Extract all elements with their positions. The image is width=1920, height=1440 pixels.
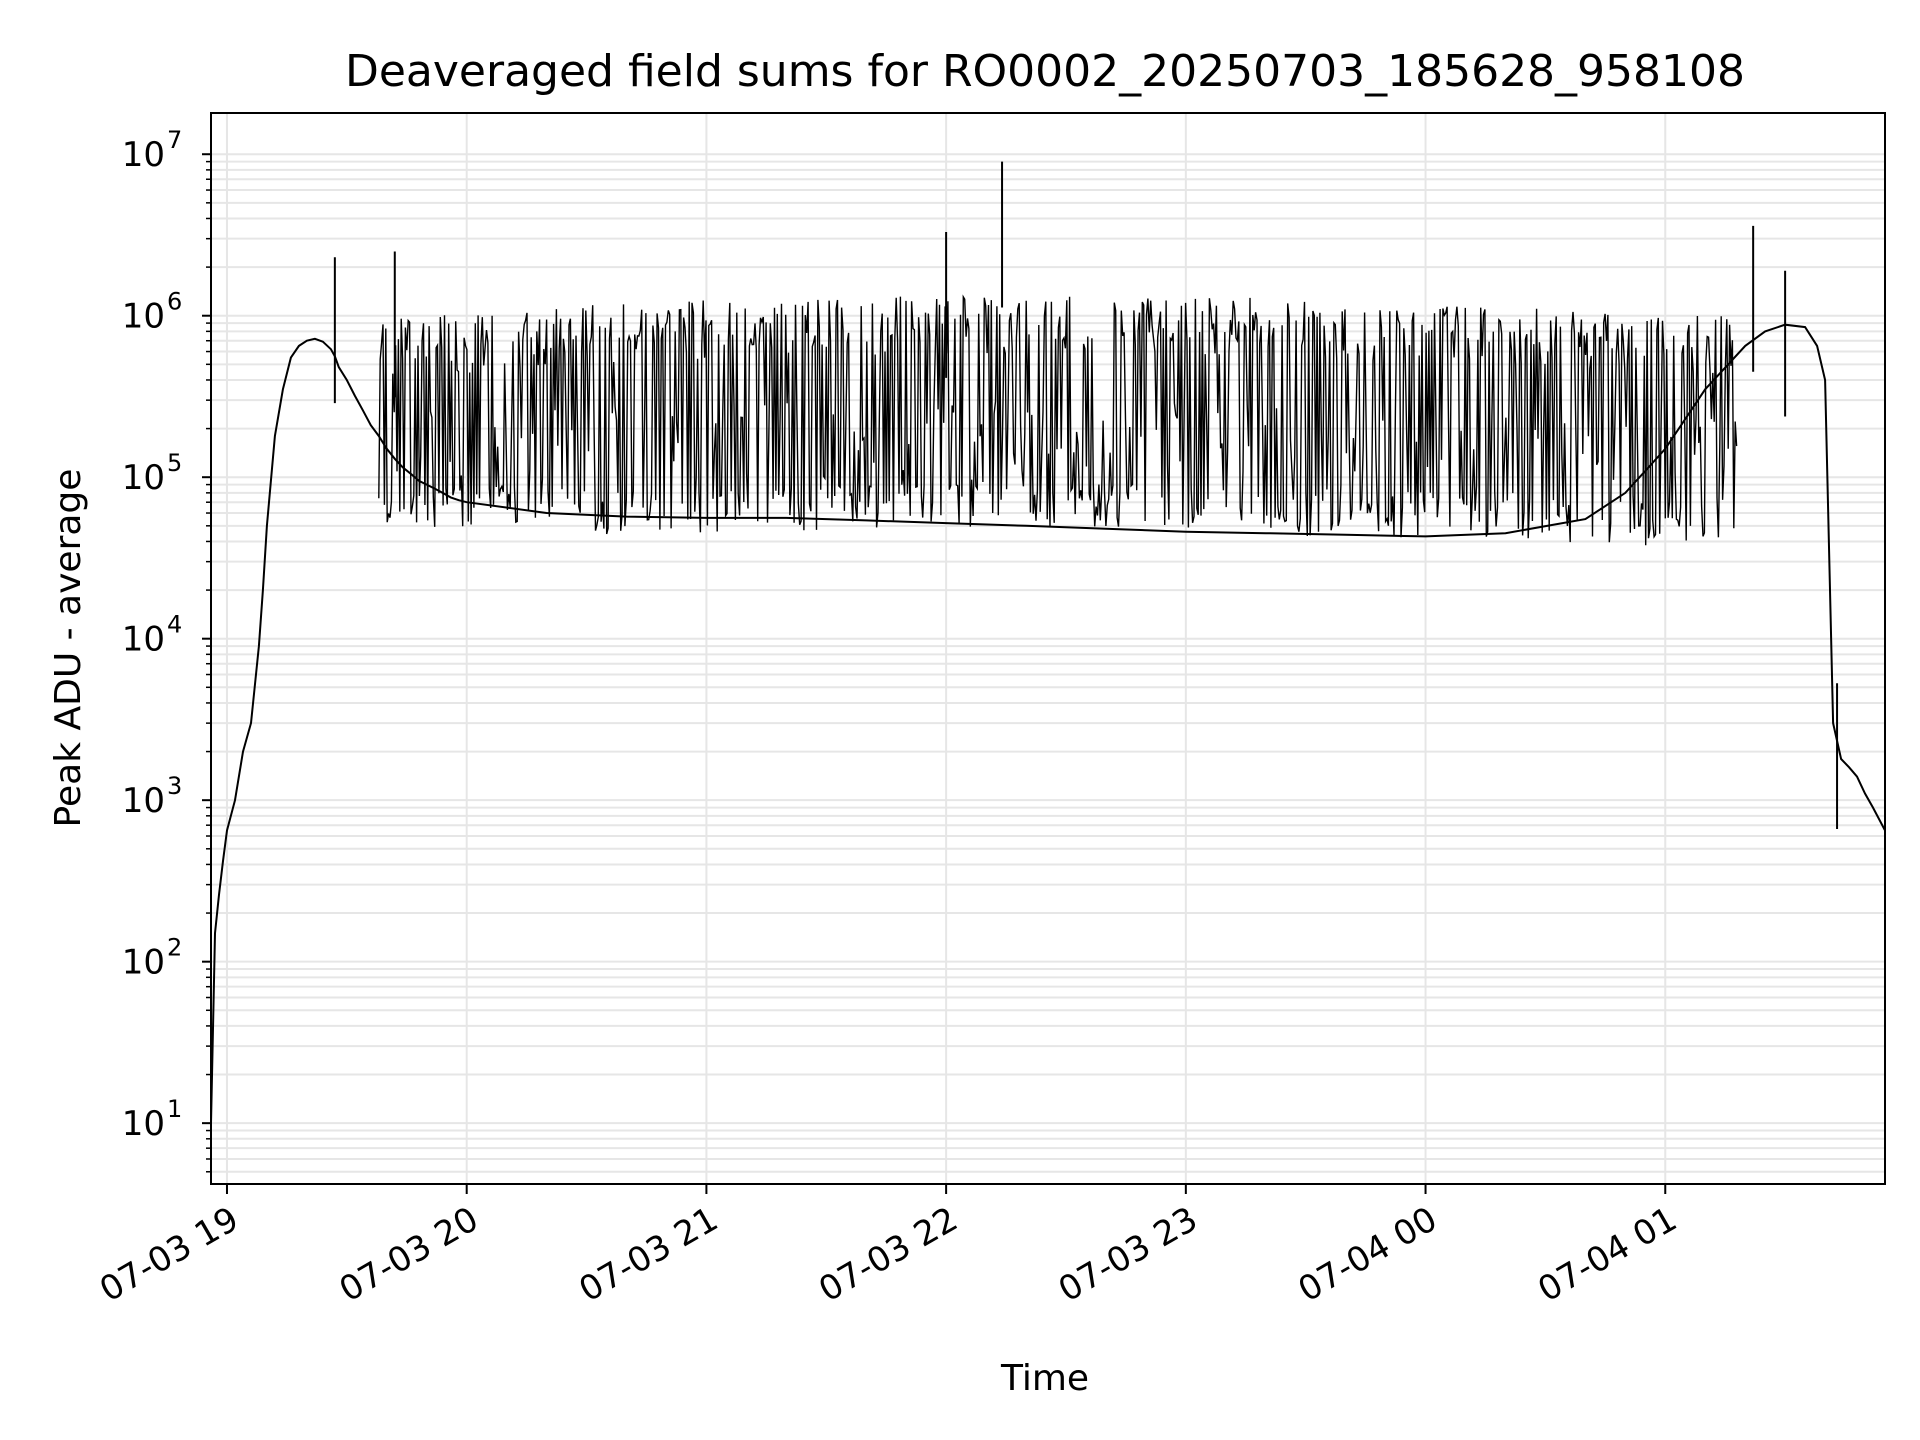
y-tick-label: 10 xyxy=(122,297,165,337)
y-tick-exponent: 7 xyxy=(167,126,182,154)
y-tick-base: 10 xyxy=(122,620,165,660)
y-tick-base: 10 xyxy=(122,943,165,983)
y-tick-exponent: 4 xyxy=(167,611,182,639)
y-tick-base: 10 xyxy=(122,135,165,175)
plot-frame xyxy=(210,112,1886,1185)
x-axis-label: Time xyxy=(1000,1358,1089,1399)
y-tick-label: 10 xyxy=(122,781,165,821)
y-tick-base: 10 xyxy=(122,458,165,498)
y-tick-exponent: 3 xyxy=(167,772,182,800)
chart-title: Deaveraged field sums for RO0002_2025070… xyxy=(345,46,1745,97)
y-tick-label: 10 xyxy=(122,135,165,175)
series-noise xyxy=(378,294,1738,546)
y-tick-exponent: 6 xyxy=(167,288,182,316)
y-tick-exponent: 5 xyxy=(167,449,182,477)
y-tick-base: 10 xyxy=(122,297,165,337)
y-tick-label: 10 xyxy=(122,1104,165,1144)
y-tick-label: 10 xyxy=(122,620,165,660)
y-tick-label: 10 xyxy=(122,458,165,498)
grid-lines xyxy=(211,113,1885,1184)
y-axis-label: Peak ADU - average xyxy=(48,469,89,828)
y-tick-base: 10 xyxy=(122,781,165,821)
y-tick-base: 10 xyxy=(122,1104,165,1144)
y-tick-exponent: 1 xyxy=(167,1095,182,1123)
y-tick-label: 10 xyxy=(122,943,165,983)
data-area xyxy=(211,161,1885,1124)
y-tick-exponent: 2 xyxy=(167,934,182,962)
